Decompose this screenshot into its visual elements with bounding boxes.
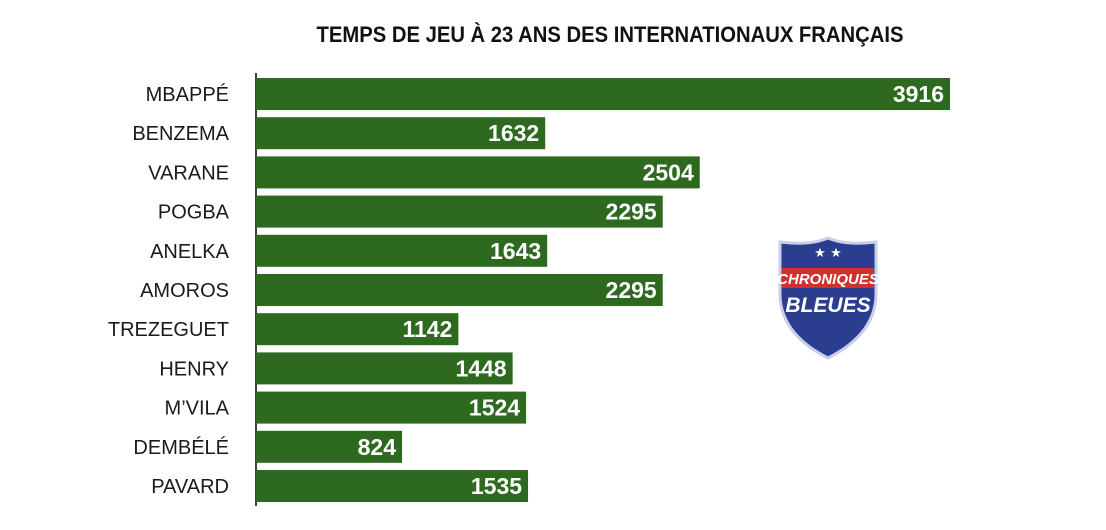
bars-group: 3916 MBAPPÉ 1632 BENZEMA 2504 VARANE 2295 POGBA… [108,78,950,502]
bar [256,430,403,463]
bar-value-label: 1524 [469,395,520,421]
bar-value-label: 1535 [471,473,522,499]
bar [256,470,529,502]
category-label: AMOROS [140,280,229,302]
category-label: POGBA [158,202,230,224]
category-label: DEMBÉLÉ [133,436,229,459]
bar [256,313,459,346]
bar-value-label: 1142 [402,316,452,342]
category-label: M’VILA [165,398,230,420]
bar-value-label: 1632 [488,120,539,146]
bar [256,391,527,424]
bar [256,274,663,306]
bar [256,195,663,228]
bar [256,156,700,189]
category-label: BENZEMA [132,123,229,145]
bar-value-label: 1448 [455,355,506,381]
category-label: ANELKA [150,241,230,263]
logo-red-band [782,268,874,288]
bar [256,78,950,110]
bar [256,117,546,150]
bar-value-label: 2295 [606,277,657,303]
bar-value-label: 824 [358,434,397,460]
logo-text-line2: BLEUES [785,294,870,317]
category-label: VARANE [148,162,229,184]
category-label: HENRY [159,358,229,380]
chroniques-bleues-logo: ★ ★ CHRONIQUES BLEUES [777,236,879,360]
bar-value-label: 2504 [643,159,694,185]
star-icon: ★ [830,245,842,260]
bar [256,352,513,385]
bar [256,234,548,267]
category-label: PAVARD [151,476,229,498]
logo-text-line1: CHRONIQUES [777,271,879,288]
chart-title: TEMPS DE JEU À 23 ANS DES INTERNATIONAUX… [316,22,904,47]
category-label: MBAPPÉ [146,83,229,106]
bar-value-label: 1643 [490,238,541,264]
category-label: TREZEGUET [108,319,229,341]
bar-value-label: 3916 [893,81,944,107]
bar-value-label: 2295 [606,199,657,225]
star-icon: ★ [814,245,826,260]
